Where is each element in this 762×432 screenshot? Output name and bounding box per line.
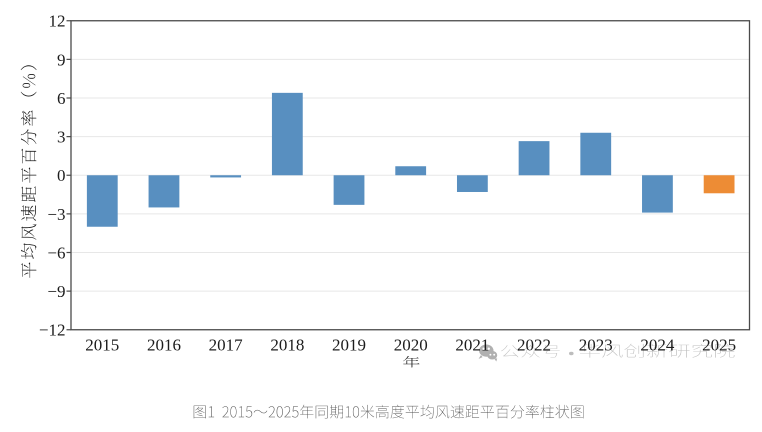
- svg-text:2017: 2017: [209, 335, 244, 354]
- svg-text:2019: 2019: [332, 335, 366, 354]
- svg-text:9: 9: [57, 50, 66, 69]
- svg-text:2016: 2016: [147, 335, 181, 354]
- svg-text:2015: 2015: [85, 335, 119, 354]
- svg-text:2020: 2020: [394, 335, 428, 354]
- svg-text:−9: −9: [47, 282, 65, 301]
- svg-text:12: 12: [49, 12, 66, 31]
- svg-text:2022: 2022: [517, 335, 551, 354]
- svg-text:2025: 2025: [702, 335, 736, 354]
- svg-text:2024: 2024: [640, 335, 675, 354]
- svg-text:−12: −12: [39, 321, 66, 340]
- svg-text:6: 6: [57, 89, 66, 108]
- svg-text:2021: 2021: [455, 335, 489, 354]
- svg-text:−6: −6: [47, 243, 65, 262]
- svg-text:3: 3: [57, 128, 66, 147]
- svg-text:−3: −3: [47, 205, 65, 224]
- svg-text:2023: 2023: [579, 335, 613, 354]
- svg-text:2018: 2018: [270, 335, 304, 354]
- svg-text:0: 0: [57, 166, 66, 185]
